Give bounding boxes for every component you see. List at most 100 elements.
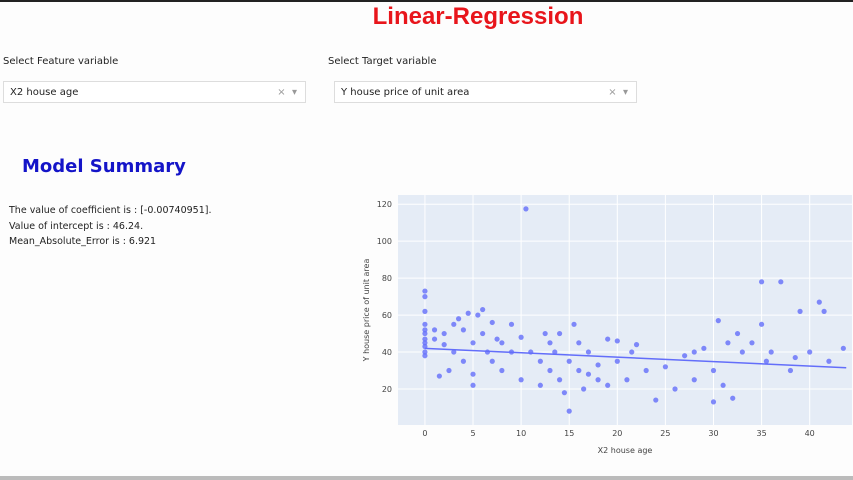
data-point [465, 310, 471, 316]
data-point [422, 349, 428, 355]
feature-dropdown[interactable]: X2 house age × ▾ [3, 81, 306, 103]
data-point [480, 330, 486, 337]
data-point [585, 349, 592, 355]
data-point [840, 345, 846, 351]
data-point [672, 386, 678, 392]
data-point [547, 367, 553, 374]
dropdown-value: X2 house age [10, 87, 79, 98]
data-point [691, 377, 697, 383]
data-point [739, 349, 745, 355]
x-tick-label: 35 [756, 429, 766, 438]
data-point [441, 342, 447, 348]
data-point [710, 399, 717, 405]
data-point [566, 408, 572, 414]
data-point [475, 312, 481, 318]
data-point [547, 340, 553, 346]
data-point [422, 308, 428, 314]
data-point [585, 371, 592, 377]
summary-line: Value of intercept is : 46.24. [9, 221, 144, 232]
y-tick-label: 60 [382, 311, 392, 320]
target-label: Select Target variable [328, 56, 437, 67]
data-point [730, 395, 736, 401]
data-point [542, 330, 548, 337]
data-point [455, 316, 462, 322]
x-tick-label: 5 [470, 429, 475, 438]
data-point [725, 340, 731, 346]
summary-line: The value of coefficient is : [-0.007409… [9, 205, 212, 216]
data-point [614, 338, 620, 344]
dropdown-icons[interactable]: × ▾ [277, 87, 297, 98]
data-point [422, 330, 428, 337]
data-point [763, 358, 769, 364]
data-point [701, 345, 707, 351]
data-point [422, 353, 428, 359]
data-point [480, 306, 486, 313]
data-point [489, 358, 495, 364]
data-point [422, 294, 428, 300]
data-point [470, 382, 476, 388]
data-point [422, 288, 428, 294]
data-point [662, 364, 668, 370]
data-point [792, 354, 798, 361]
page-title: Linear-Regression [372, 3, 584, 30]
data-point [571, 321, 577, 327]
data-point [451, 321, 457, 327]
feature-label: Select Feature variable [3, 56, 119, 67]
data-point [778, 279, 784, 285]
data-point [508, 321, 515, 327]
data-point [624, 377, 630, 383]
data-point [422, 340, 428, 346]
data-point [758, 279, 765, 285]
regression-line [424, 347, 847, 369]
x-tick-label: 15 [564, 429, 574, 438]
data-point [523, 206, 529, 212]
data-point [605, 382, 611, 388]
data-point [576, 340, 582, 346]
y-tick-label: 80 [382, 274, 392, 283]
y-tick-label: 120 [377, 200, 392, 209]
data-point [826, 358, 832, 364]
data-point [489, 319, 495, 326]
data-point [653, 397, 659, 403]
data-point [787, 367, 794, 374]
data-point [537, 358, 543, 364]
data-point [552, 349, 558, 355]
data-point [576, 367, 582, 374]
data-point [595, 377, 601, 383]
data-point [422, 336, 428, 342]
data-point [422, 327, 428, 333]
y-axis-title: Y house price of unit area [362, 259, 371, 363]
x-tick-label: 30 [708, 429, 718, 438]
data-point [470, 340, 476, 346]
data-point [682, 353, 688, 359]
target-dropdown[interactable]: Y house price of unit area × ▾ [334, 81, 637, 103]
top-bar [0, 0, 853, 2]
data-point [451, 349, 457, 355]
data-point [431, 327, 438, 333]
data-point [715, 318, 721, 324]
data-point [629, 349, 635, 355]
data-point [758, 321, 765, 327]
y-tick-label: 20 [382, 385, 392, 394]
data-point [460, 358, 467, 364]
data-point [633, 342, 640, 348]
data-point [446, 367, 452, 374]
data-point [556, 330, 563, 337]
data-point [436, 373, 442, 379]
y-tick-label: 40 [382, 348, 392, 357]
data-point [441, 330, 447, 337]
data-point [422, 321, 428, 327]
data-point [494, 336, 500, 342]
dropdown-icons[interactable]: × ▾ [608, 87, 628, 98]
data-point [807, 349, 813, 355]
data-point [581, 386, 587, 392]
x-tick-label: 20 [612, 429, 622, 438]
data-point [595, 362, 601, 368]
x-tick-label: 10 [516, 429, 526, 438]
data-point [710, 367, 717, 374]
x-tick-label: 40 [805, 429, 815, 438]
data-point [561, 390, 568, 396]
x-tick-label: 0 [422, 429, 427, 438]
summary-line: Mean_Absolute_Error is : 6.921 [9, 236, 157, 247]
